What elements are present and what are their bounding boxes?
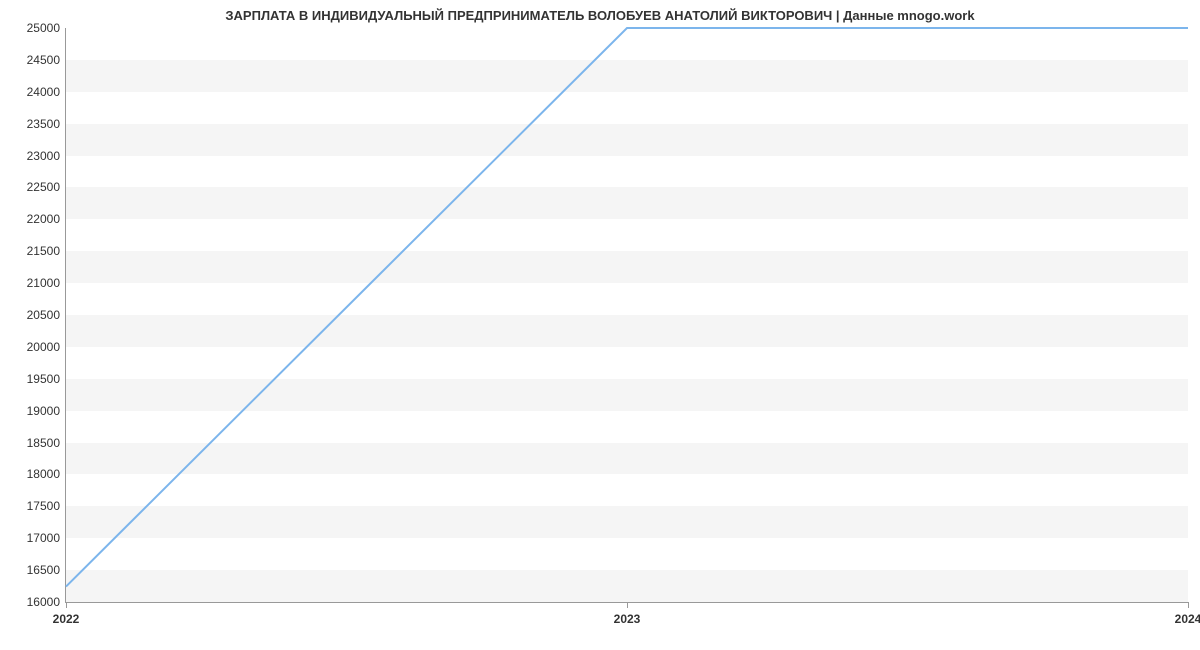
plot-area: 1600016500170001750018000185001900019500…: [65, 28, 1188, 603]
y-tick-label: 24500: [27, 53, 66, 67]
chart-title: ЗАРПЛАТА В ИНДИВИДУАЛЬНЫЙ ПРЕДПРИНИМАТЕЛ…: [0, 8, 1200, 23]
line-series: [66, 28, 1188, 602]
y-tick-label: 21000: [27, 276, 66, 290]
y-tick-label: 24000: [27, 85, 66, 99]
y-tick-label: 17500: [27, 499, 66, 513]
x-tick-label: 2022: [53, 602, 80, 626]
y-tick-label: 25000: [27, 21, 66, 35]
y-tick-label: 20000: [27, 340, 66, 354]
y-tick-label: 21500: [27, 244, 66, 258]
y-tick-label: 19500: [27, 372, 66, 386]
y-tick-label: 23500: [27, 117, 66, 131]
y-tick-label: 18500: [27, 436, 66, 450]
y-tick-label: 20500: [27, 308, 66, 322]
salary-chart: ЗАРПЛАТА В ИНДИВИДУАЛЬНЫЙ ПРЕДПРИНИМАТЕЛ…: [0, 0, 1200, 650]
y-tick-label: 19000: [27, 404, 66, 418]
y-tick-label: 17000: [27, 531, 66, 545]
x-tick-label: 2024: [1175, 602, 1200, 626]
y-tick-label: 22000: [27, 212, 66, 226]
y-tick-label: 18000: [27, 467, 66, 481]
y-tick-label: 23000: [27, 149, 66, 163]
y-tick-label: 22500: [27, 180, 66, 194]
y-tick-label: 16500: [27, 563, 66, 577]
x-tick-label: 2023: [614, 602, 641, 626]
